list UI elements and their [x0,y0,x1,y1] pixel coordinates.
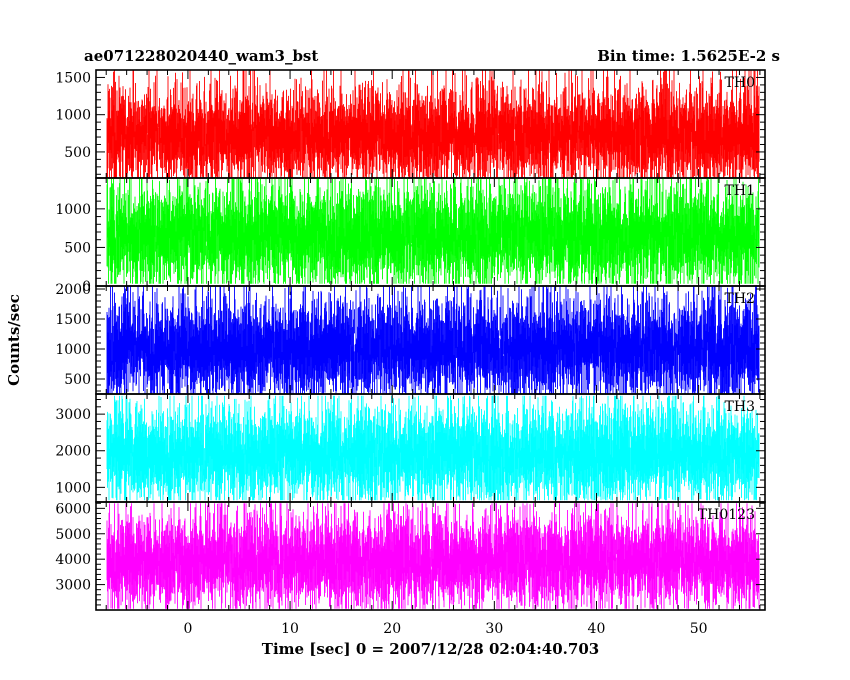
panel-label: TH1 [725,183,755,199]
y-tick-label: 3000 [55,578,91,594]
y-tick-label: 1000 [55,342,91,358]
y-tick-label: 1000 [55,480,91,496]
panel-label: TH0 [725,75,755,91]
y-tick-label: 1500 [55,70,91,86]
y-tick-label: 1000 [55,108,91,124]
y-tick-label: 1000 [55,202,91,218]
x-axis: 0 10 20 30 40 50 [183,621,707,637]
y-tick-label: 500 [64,145,91,161]
series-line-th1 [106,178,760,284]
y-tick-label: 6000 [55,501,91,517]
panel-th0: 500 1000 1500 TH0 [55,69,766,179]
figure-title: ae071228020440_wam3_bst [84,47,318,65]
panel-th1: 0 500 1000 TH1 [55,177,766,295]
x-axis-label: Time [sec] 0 = 2007/12/28 02:04:40.703 [262,640,599,658]
x-tick-label: 40 [588,621,606,637]
panels-group: 500 1000 1500 TH0 0 500 1000 TH1 500 1000 1500 2000… [55,69,766,611]
series-line-th0 [106,70,760,178]
panel-label: TH3 [725,399,755,415]
x-tick-label: 10 [281,621,299,637]
panel-th2: 500 1000 1500 2000 TH2 [55,282,766,395]
series-line-th2 [106,286,760,394]
x-tick-label: 50 [690,621,708,637]
panel-th3: 1000 2000 3000 TH3 [55,393,766,503]
series-line-th0123 [106,503,760,609]
y-tick-label: 500 [64,372,91,388]
x-tick-label: 0 [183,621,192,637]
y-tick-label: 2000 [55,282,91,298]
bin-time-label: Bin time: 1.5625E-2 s [597,47,780,65]
y-tick-label: 2000 [55,444,91,460]
x-tick-label: 20 [383,621,401,637]
panel-label: TH0123 [698,507,755,523]
panel-label: TH2 [725,291,755,307]
y-tick-label: 3000 [55,407,91,423]
panel-th0123: 3000 4000 5000 6000 TH0123 [55,501,766,611]
y-axis-label: Counts/sec [5,294,23,386]
y-tick-label: 500 [64,240,91,256]
y-tick-label: 0 [82,279,91,295]
y-tick-label: 5000 [55,527,91,543]
series-line-th3 [106,395,760,501]
y-tick-label: 4000 [55,552,91,568]
y-tick-label: 1500 [55,312,91,328]
x-tick-label: 30 [485,621,503,637]
panel-frame [95,501,766,611]
